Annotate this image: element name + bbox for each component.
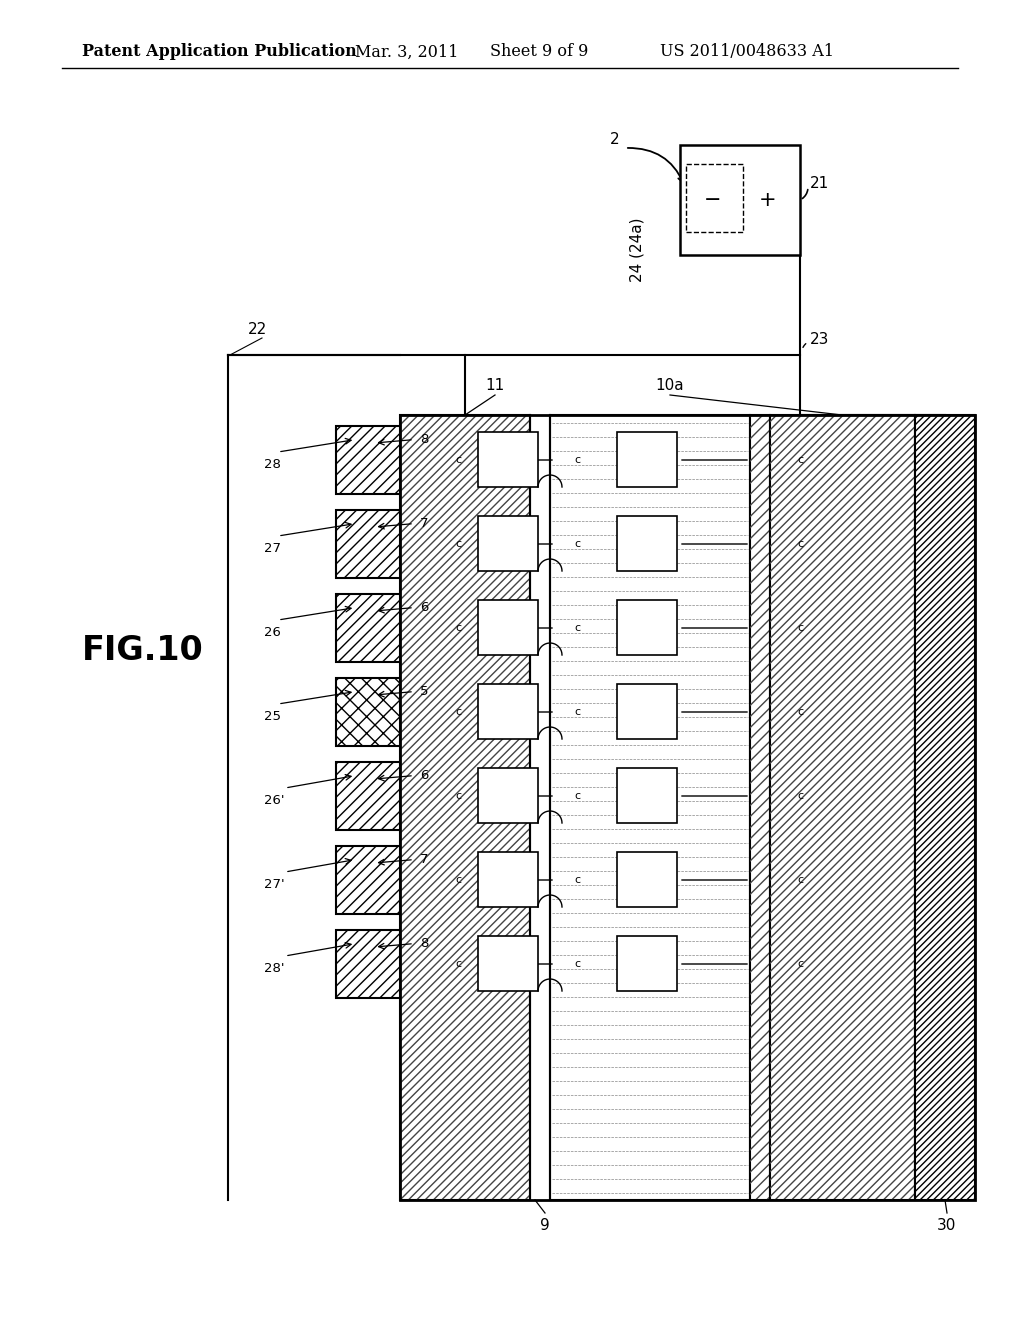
Bar: [336, 931, 400, 998]
Text: US 2011/0048633 A1: US 2011/0048633 A1: [660, 44, 834, 61]
Bar: [770, 414, 915, 1200]
Text: 27': 27': [264, 879, 285, 891]
Text: c: c: [573, 539, 580, 549]
Text: FIG.10: FIG.10: [82, 634, 204, 667]
Bar: [478, 684, 538, 739]
Text: c: c: [573, 708, 580, 717]
Bar: [336, 594, 400, 663]
Bar: [400, 414, 530, 1200]
Text: 22: 22: [248, 322, 267, 338]
Bar: [336, 594, 400, 663]
Text: c: c: [797, 539, 803, 549]
Bar: [336, 762, 400, 830]
Bar: [550, 414, 750, 1200]
Text: −: −: [703, 190, 721, 210]
Text: c: c: [797, 623, 803, 634]
Bar: [478, 768, 538, 822]
Text: c: c: [573, 791, 580, 801]
Bar: [336, 678, 400, 746]
Bar: [478, 601, 538, 655]
Bar: [617, 516, 677, 572]
Text: 9: 9: [540, 1217, 550, 1233]
Text: c: c: [455, 623, 461, 634]
Text: Sheet 9 of 9: Sheet 9 of 9: [490, 44, 589, 61]
Text: 7: 7: [420, 853, 428, 866]
Text: c: c: [797, 708, 803, 717]
Bar: [336, 762, 400, 830]
Text: 25: 25: [264, 710, 281, 723]
Text: c: c: [573, 960, 580, 969]
Text: c: c: [797, 791, 803, 801]
Text: c: c: [797, 960, 803, 969]
Text: 8: 8: [420, 433, 428, 446]
Text: c: c: [797, 455, 803, 465]
Bar: [336, 510, 400, 578]
Bar: [680, 145, 800, 255]
Bar: [617, 601, 677, 655]
Bar: [400, 414, 530, 1200]
Text: 28: 28: [264, 458, 281, 471]
Text: c: c: [455, 455, 461, 465]
Bar: [478, 432, 538, 487]
Bar: [915, 414, 975, 1200]
Bar: [478, 516, 538, 572]
Text: 6: 6: [420, 770, 428, 781]
Bar: [617, 936, 677, 991]
Bar: [336, 931, 400, 998]
Bar: [336, 678, 400, 746]
Text: c: c: [797, 875, 803, 884]
Text: 23: 23: [810, 333, 829, 347]
Bar: [915, 414, 975, 1200]
Bar: [617, 684, 677, 739]
Bar: [770, 414, 915, 1200]
Bar: [336, 426, 400, 494]
Text: c: c: [455, 539, 461, 549]
Text: c: c: [573, 875, 580, 884]
Text: 30: 30: [937, 1217, 956, 1233]
Text: 26': 26': [264, 795, 285, 808]
Text: c: c: [573, 623, 580, 634]
Text: 8: 8: [420, 937, 428, 950]
Text: c: c: [455, 875, 461, 884]
Bar: [478, 936, 538, 991]
Text: c: c: [455, 960, 461, 969]
Text: c: c: [573, 455, 580, 465]
Text: 27: 27: [264, 543, 281, 556]
Text: c: c: [455, 791, 461, 801]
Bar: [686, 164, 743, 232]
Bar: [617, 432, 677, 487]
Text: 26: 26: [264, 627, 281, 639]
Text: Patent Application Publication: Patent Application Publication: [82, 44, 356, 61]
Bar: [336, 846, 400, 913]
Text: 7: 7: [420, 517, 428, 531]
Text: Mar. 3, 2011: Mar. 3, 2011: [355, 44, 459, 61]
Text: c: c: [455, 708, 461, 717]
Text: 28': 28': [264, 962, 285, 975]
Bar: [400, 414, 975, 1200]
Text: 2: 2: [610, 132, 620, 148]
Bar: [617, 768, 677, 822]
Text: 6: 6: [420, 601, 428, 614]
Text: 10a: 10a: [655, 378, 684, 392]
Bar: [336, 426, 400, 494]
Bar: [336, 846, 400, 913]
Bar: [617, 851, 677, 907]
Text: +: +: [759, 190, 776, 210]
Text: 21: 21: [810, 176, 829, 191]
Text: 24 (24a): 24 (24a): [630, 218, 645, 282]
Bar: [750, 414, 770, 1200]
Bar: [750, 414, 770, 1200]
Text: 11: 11: [485, 378, 505, 392]
Bar: [336, 510, 400, 578]
Text: 5: 5: [420, 685, 428, 698]
Bar: [478, 851, 538, 907]
